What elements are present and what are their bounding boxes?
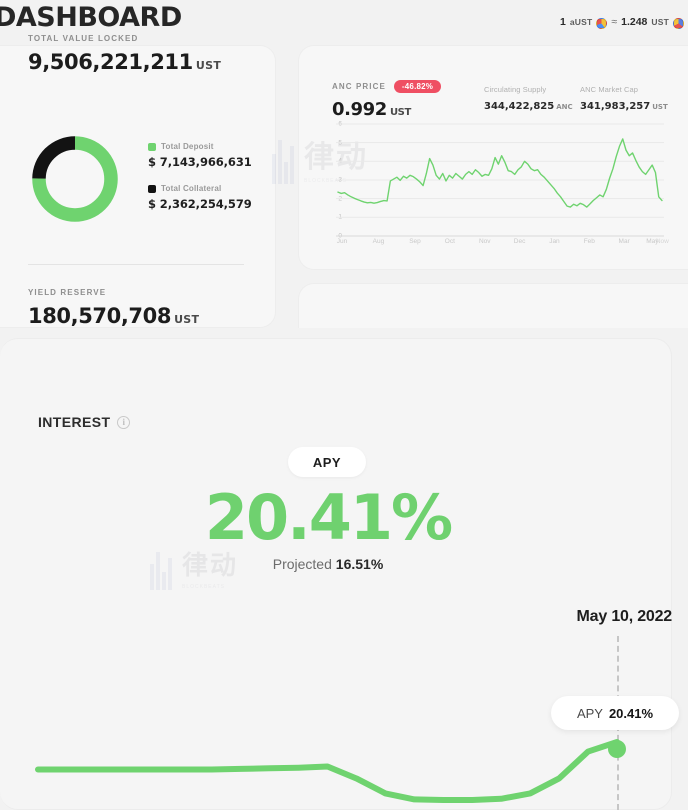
apy-big-value: 20.41% (204, 481, 453, 554)
exchange-rate: 1 aUST ≈ 1.248 UST (559, 16, 684, 29)
deposit-label: Total Deposit (161, 142, 214, 151)
apy-current-point-marker (608, 740, 626, 758)
tooltip-label: APY (576, 705, 603, 721)
market-cap-unit: UST (652, 103, 668, 111)
circulating-supply-label: Circulating Supply (484, 85, 547, 94)
tvl-amount: 9,506,221,211 (28, 50, 193, 74)
donut-segment-collateral (32, 136, 118, 222)
projected-value: 16.51% (335, 556, 384, 572)
tvl-header: TOTAL VALUE LOCKED 9,506,221,211 UST (28, 34, 221, 74)
anc-chart-gridlines (336, 123, 664, 237)
tvl-label: TOTAL VALUE LOCKED (28, 34, 139, 43)
chart-date-label: May 10, 2022 (576, 608, 673, 625)
legend-item-collateral: Total Collateral $ 2,362,254,579 (148, 184, 252, 211)
anc-price-label: ANC PRICE (332, 82, 386, 91)
market-cap-label: ANC Market Cap (580, 85, 639, 94)
collateral-label: Total Collateral (161, 184, 222, 193)
rate-amount: 1 (559, 16, 566, 28)
anc-secondary-card (298, 283, 688, 328)
yield-unit: UST (174, 313, 200, 326)
circulating-supply-amount: 344,422,825 (484, 101, 555, 112)
apy-tooltip: APY 20.41% (551, 696, 679, 730)
tvl-legend: Total Deposit $ 7,143,966,631 Total Coll… (148, 142, 252, 226)
interest-heading: INTEREST i (38, 414, 131, 430)
collateral-color-swatch (148, 184, 156, 193)
rate-approx: ≈ (611, 16, 618, 28)
anc-chart-x-axis: Jun Aug Sep Oct Nov Dec Jan Feb Mar May Now (336, 238, 669, 245)
rate-value: 1.248 (621, 16, 648, 28)
anc-price-line (337, 138, 663, 208)
deposit-color-swatch (148, 142, 156, 151)
tvl-donut-chart (32, 136, 118, 222)
interest-panel (0, 338, 672, 810)
tvl-value: 9,506,221,211 UST (28, 50, 221, 74)
yield-reserve-section: YIELD RESERVE 180,570,708 UST (28, 288, 199, 328)
yield-reserve-value: 180,570,708 UST (28, 304, 199, 328)
anc-price-unit: UST (389, 107, 411, 118)
market-cap-amount: 341,983,257 (580, 101, 651, 112)
yield-reserve-label: YIELD RESERVE (28, 288, 107, 297)
legend-item-deposit: Total Deposit $ 7,143,966,631 (148, 142, 252, 169)
aust-token-icon (596, 17, 608, 29)
anc-change-badge: -46.82% (393, 80, 442, 93)
projected-label: Projected (272, 556, 332, 572)
market-cap-stat: ANC Market Cap 341,983,257 UST (580, 85, 668, 112)
ust-token-icon (673, 17, 684, 29)
anc-price-card (298, 45, 688, 270)
circulating-supply-stat: Circulating Supply 344,422,825 ANC (484, 85, 573, 112)
tvl-unit: UST (195, 59, 222, 72)
tvl-divider (28, 264, 244, 265)
anc-price-chart (336, 123, 664, 237)
projected-apy: Projected 16.51% (0, 556, 656, 572)
yield-amount: 180,570,708 (28, 304, 172, 328)
collateral-value: $ 2,362,254,579 (148, 197, 252, 211)
rate-to-symbol: UST (651, 17, 669, 27)
interest-title-text: INTEREST (38, 414, 111, 430)
tooltip-value: 20.41% (608, 705, 654, 721)
apy-history-line (35, 739, 620, 803)
top-header: DASHBOARD 1 aUST ≈ 1.248 UST (0, 0, 688, 40)
info-icon[interactable]: i (117, 415, 131, 429)
anc-price-value: 0.992 UST (332, 99, 441, 120)
page-title: DASHBOARD (0, 2, 182, 33)
apy-history-chart (35, 739, 620, 803)
rate-from-symbol: aUST (569, 17, 593, 27)
market-cap-value: 341,983,257 UST (580, 101, 668, 112)
deposit-value: $ 7,143,966,631 (148, 155, 252, 169)
anc-header: ANC PRICE -46.82% 0.992 UST (332, 80, 442, 120)
circulating-supply-value: 344,422,825 ANC (484, 101, 573, 112)
circulating-supply-unit: ANC (556, 103, 573, 111)
anc-price-amount: 0.992 (332, 99, 387, 120)
apy-tab-button[interactable]: APY (288, 447, 366, 477)
